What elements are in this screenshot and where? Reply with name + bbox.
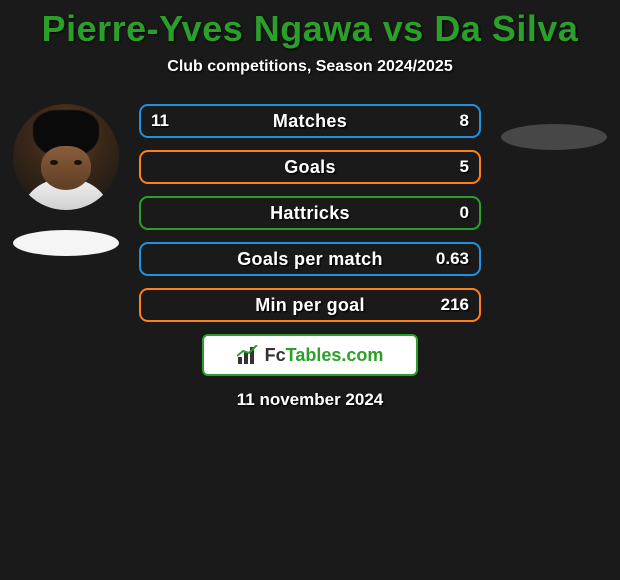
stat-label: Goals [284,157,336,178]
stat-bar: Hattricks 0 [139,196,481,230]
stat-bar: Min per goal 216 [139,288,481,322]
brand-box[interactable]: FcTables.com [202,334,418,376]
stat-bar: Goals 5 [139,150,481,184]
player-left-column [6,104,126,256]
stat-label: Matches [273,111,347,132]
stat-left-value: 11 [151,111,169,131]
bars-icon [237,345,259,365]
comparison-card: Pierre-Yves Ngawa vs Da Silva Club compe… [0,0,620,580]
stat-right-value: 5 [460,157,469,177]
stat-right-value: 0 [460,203,469,223]
brand-post: Tables.com [286,345,384,365]
stat-bar: 11 Matches 8 [139,104,481,138]
subtitle: Club competitions, Season 2024/2025 [0,58,620,76]
player-left-avatar [13,104,119,210]
stat-right-value: 216 [441,295,469,315]
brand-text: FcTables.com [265,345,384,366]
stat-label: Min per goal [255,295,365,316]
comparison-stage: 11 Matches 8 Goals 5 Hattricks 0 Goals per matc… [0,104,620,322]
player-left-eyes [48,160,84,166]
player-left-shadow [13,230,119,256]
stat-label: Goals per match [237,249,383,270]
stat-right-value: 0.63 [436,249,469,269]
stat-bars: 11 Matches 8 Goals 5 Hattricks 0 Goals per matc… [139,104,481,322]
stat-label: Hattricks [270,203,350,224]
page-title: Pierre-Yves Ngawa vs Da Silva [0,8,620,50]
player-left-collar [23,178,109,210]
stat-right-value: 8 [460,111,469,131]
player-right-shadow [501,124,607,150]
brand-pre: Fc [265,345,286,365]
date-label: 11 november 2024 [0,390,620,410]
stat-bar: Goals per match 0.63 [139,242,481,276]
player-right-column [494,104,614,150]
